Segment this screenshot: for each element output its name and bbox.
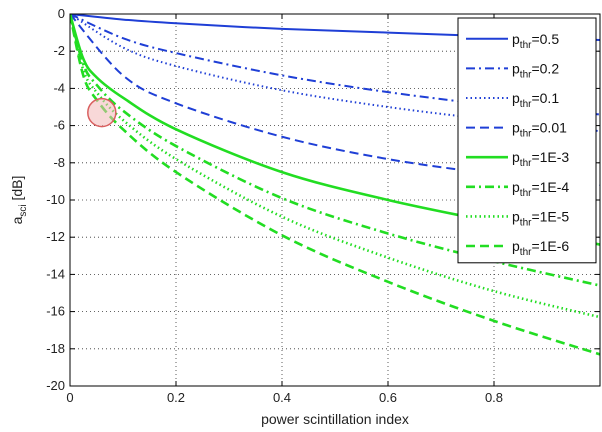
y-axis-label: asci [dB] [9, 176, 29, 225]
series-line-2 [70, 14, 600, 116]
x-axis-label: power scintillation index [261, 411, 409, 427]
y-tick-label: -18 [46, 341, 65, 356]
highlight-circle [87, 97, 117, 128]
y-tick-label: 0 [58, 6, 65, 21]
y-tick-label: -2 [53, 43, 65, 58]
x-tick-label: 0 [66, 390, 73, 405]
y-axis-label-main: a [9, 216, 25, 224]
legend-box [457, 17, 597, 264]
y-tick-label: -14 [46, 266, 65, 281]
legend-label: pthr=0.2 [512, 60, 559, 80]
y-tick-label: -20 [46, 378, 65, 393]
legend-item: pthr=0.01 [466, 120, 567, 140]
x-tick-label: 0.2 [167, 390, 185, 405]
annotation-layer [87, 97, 117, 128]
legend-label: pthr=0.01 [512, 120, 567, 140]
y-tick-label: -10 [46, 192, 65, 207]
series-line-6 [70, 14, 600, 287]
x-tick-label: 0.4 [273, 390, 291, 405]
series-line-8 [70, 14, 600, 356]
y-tick-label: -4 [53, 80, 65, 95]
ticks: 0 0.2 0.4 0.6 0.8 0 -2 -4 -6 -8 -10 -12 -14 -16 -18 -20 [46, 6, 600, 405]
legend-item: pthr=0.1 [466, 90, 559, 110]
legend-label: pthr=0.1 [512, 90, 559, 110]
y-tick-label: -6 [53, 118, 65, 133]
legend: pthr=0.5 pthr=0.2 pthr=0.1 pthr=0.01 pthr=1E… [457, 17, 597, 264]
legend-label: pthr=1E-6 [512, 238, 569, 258]
legend-label: pthr=1E-4 [512, 179, 569, 199]
y-tick-label: -8 [53, 155, 65, 170]
x-tick-label: 0.8 [485, 390, 503, 405]
y-tick-label: -16 [46, 304, 65, 319]
grid [70, 14, 600, 386]
y-tick-label: -12 [46, 229, 65, 244]
legend-label: pthr=1E-3 [512, 149, 569, 169]
y-axis-label-sub: sci [18, 204, 29, 216]
legend-label: pthr=0.5 [512, 31, 559, 51]
legend-item: pthr=1E-4 [466, 179, 569, 199]
series-line-7 [70, 14, 600, 319]
legend-item: pthr=0.2 [466, 60, 559, 80]
legend-item: pthr=1E-6 [466, 238, 569, 258]
legend-label: pthr=1E-5 [512, 208, 569, 228]
legend-item: pthr=1E-5 [466, 208, 569, 228]
y-axis-label-unit: [dB] [9, 176, 25, 205]
legend-item: pthr=1E-3 [466, 149, 569, 169]
legend-item: pthr=0.5 [466, 31, 559, 51]
x-tick-label: 0.6 [379, 390, 397, 405]
